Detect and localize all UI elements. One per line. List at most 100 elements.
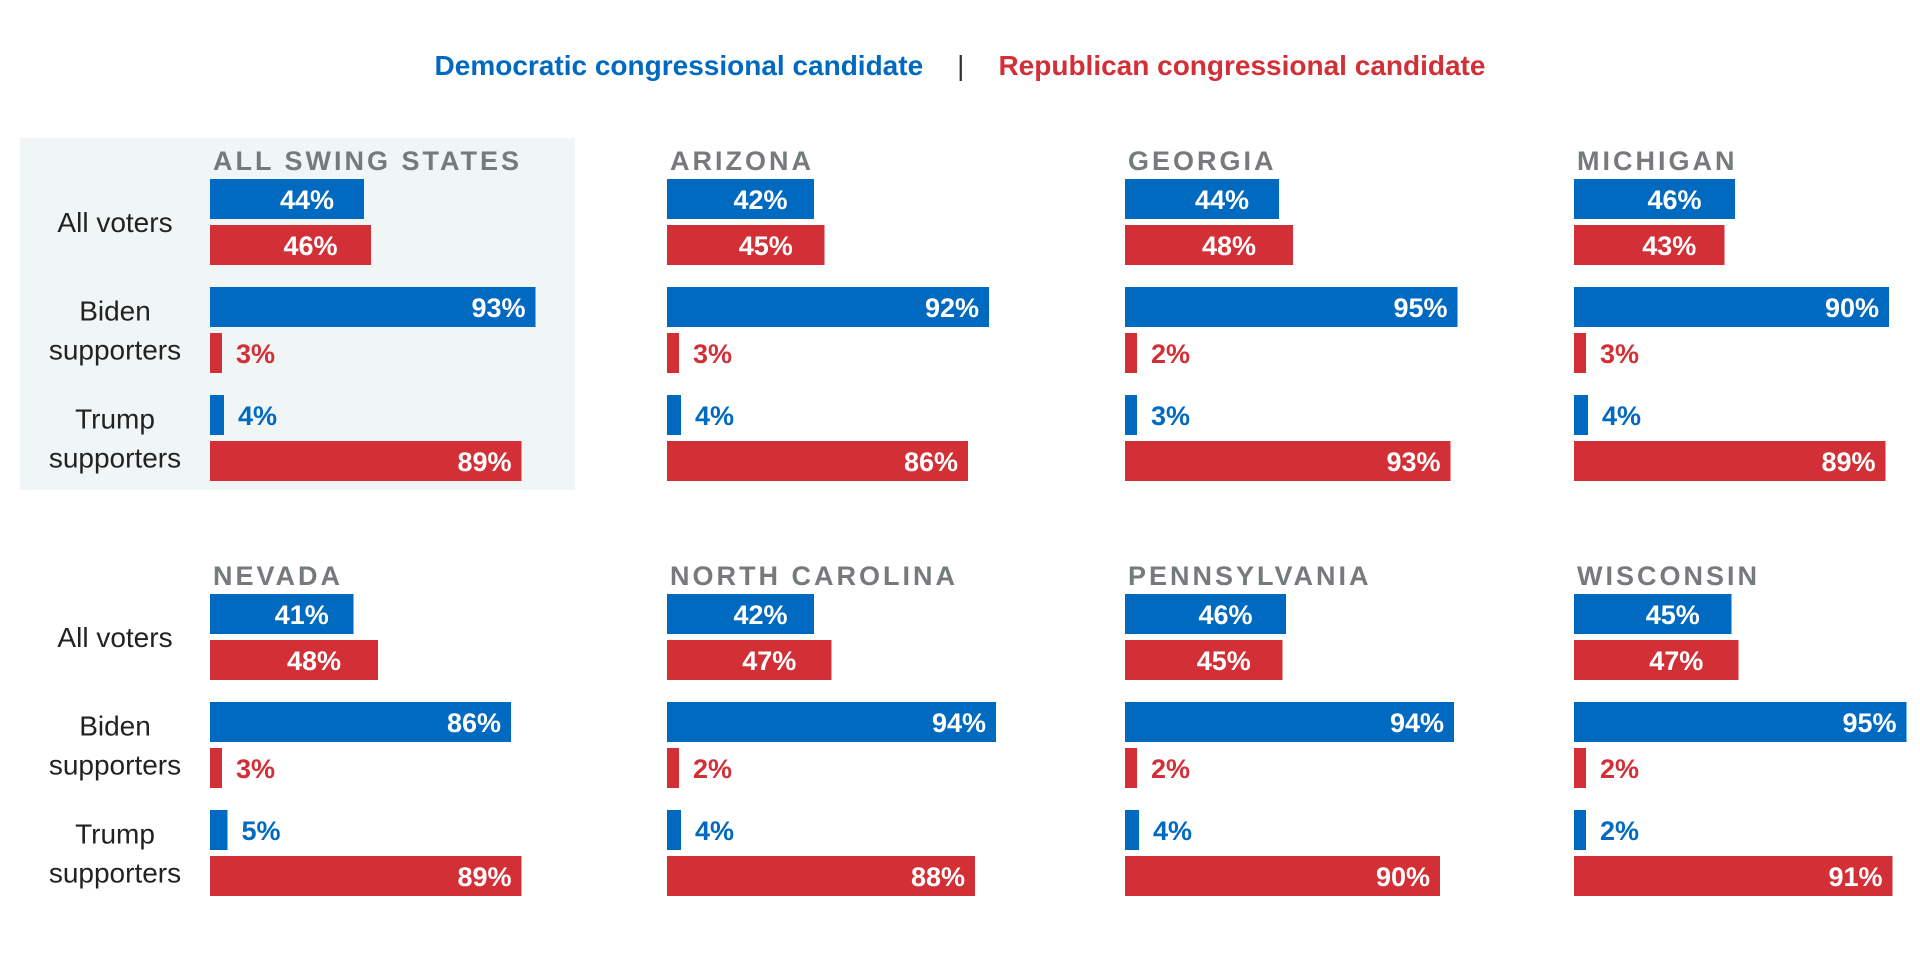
dem-bar [1125,810,1139,850]
rep-bar [1574,225,1725,265]
dem-bar [1574,594,1732,634]
panel-title: WISCONSIN [1577,561,1760,591]
dem-bar [210,702,511,742]
dem-bar [667,702,996,742]
rep-value-label: 89% [457,862,511,892]
rep-value-label: 43% [1642,231,1696,261]
dem-value-label: 94% [932,708,986,738]
row-label: All voters [57,207,172,238]
rep-bar [210,856,522,896]
row-label: Trump [75,819,155,850]
dem-bar [667,287,989,327]
rep-bar [1574,441,1886,481]
rep-value-label: 86% [904,447,958,477]
panel-title: NORTH CAROLINA [670,561,958,591]
rep-value-label: 45% [1197,646,1251,676]
dem-bar [1574,395,1588,435]
dem-bar [1574,702,1907,742]
legend-dem: Democratic congressional candidate [434,50,924,81]
rep-value-label: 89% [1821,447,1875,477]
rep-bar [210,441,522,481]
rep-bar [667,333,679,373]
dem-bar [667,810,681,850]
dem-value-label: 46% [1647,185,1701,215]
dem-bar [1574,179,1735,219]
dem-bar [1125,594,1286,634]
rep-value-label: 3% [693,339,732,369]
legend-rep: Republican congressional candidate [998,50,1486,81]
panel-title: ARIZONA [670,146,814,176]
rep-bar [1125,856,1440,896]
panel-title: GEORGIA [1128,146,1277,176]
chart-legend: Democratic congressional candidate | Repub… [0,50,1920,82]
rep-value-label: 48% [287,646,341,676]
rep-value-label: 93% [1386,447,1440,477]
dem-value-label: 42% [733,600,787,630]
dem-bar [1125,395,1137,435]
dem-bar [210,594,354,634]
dem-value-label: 45% [1646,600,1700,630]
dem-value-label: 4% [238,401,277,431]
dem-bar [1574,287,1889,327]
dem-value-label: 4% [695,401,734,431]
rep-value-label: 45% [739,231,793,261]
rep-value-label: 88% [911,862,965,892]
dem-value-label: 95% [1393,293,1447,323]
dem-bar [667,594,814,634]
rep-value-label: 2% [693,754,732,784]
rep-bar [1125,333,1137,373]
row-label: supporters [49,750,181,781]
rep-bar [210,333,222,373]
dem-bar [210,395,224,435]
rep-bar [210,225,371,265]
rep-bar [1574,640,1739,680]
dem-value-label: 86% [447,708,501,738]
dem-value-label: 41% [275,600,329,630]
dem-value-label: 5% [242,816,281,846]
dem-bar [210,179,364,219]
row-label: Biden [79,296,151,327]
dem-bar [1125,702,1454,742]
dem-value-label: 42% [733,185,787,215]
rep-bar [1125,748,1137,788]
dem-value-label: 94% [1390,708,1444,738]
rep-bar [1125,441,1451,481]
dem-bar [210,287,536,327]
rep-bar [1125,225,1293,265]
panel-title: NEVADA [213,561,343,591]
rep-value-label: 48% [1202,231,1256,261]
dem-bar [1125,179,1279,219]
rep-value-label: 3% [236,339,275,369]
dem-value-label: 95% [1842,708,1896,738]
row-label: supporters [49,335,181,366]
panel-title: ALL SWING STATES [213,146,522,176]
rep-bar [667,856,975,896]
row-label: supporters [49,443,181,474]
rep-bar [210,640,378,680]
row-label: supporters [49,858,181,889]
rep-value-label: 2% [1151,339,1190,369]
dem-value-label: 44% [280,185,334,215]
rep-value-label: 47% [742,646,796,676]
rep-bar [667,441,968,481]
dem-value-label: 4% [695,816,734,846]
dem-value-label: 4% [1153,816,1192,846]
dem-bar [667,395,681,435]
dem-bar [1574,810,1586,850]
rep-value-label: 2% [1600,754,1639,784]
rep-bar [210,748,222,788]
dem-bar [1125,287,1458,327]
row-label: Trump [75,404,155,435]
row-label: Biden [79,711,151,742]
rep-bar [667,748,679,788]
dem-value-label: 4% [1602,401,1641,431]
legend-separator: | [957,50,965,81]
rep-value-label: 3% [236,754,275,784]
rep-bar [1574,748,1586,788]
rep-value-label: 2% [1151,754,1190,784]
dem-value-label: 93% [471,293,525,323]
rep-value-label: 90% [1376,862,1430,892]
rep-bar [1574,333,1586,373]
rep-value-label: 89% [457,447,511,477]
panel-title: PENNSYLVANIA [1128,561,1372,591]
